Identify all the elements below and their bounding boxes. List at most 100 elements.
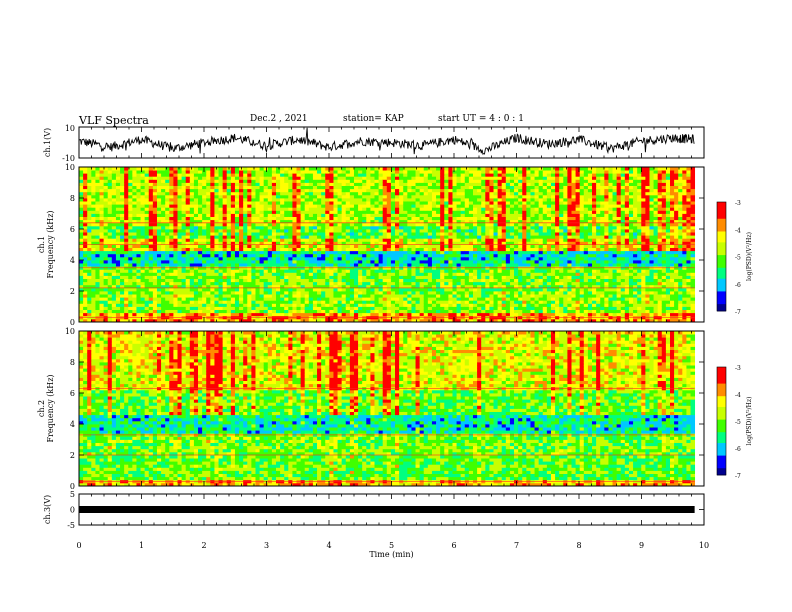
psd-cell bbox=[440, 312, 445, 317]
psd-cell bbox=[333, 312, 338, 317]
psd-cell bbox=[202, 201, 207, 205]
psd-cell bbox=[234, 210, 240, 214]
psd-cell bbox=[300, 297, 306, 301]
psd-cell bbox=[407, 167, 412, 171]
psd-cell bbox=[276, 294, 281, 298]
psd-cell bbox=[263, 235, 269, 239]
psd-cell bbox=[99, 247, 105, 252]
psd-cell bbox=[448, 278, 453, 283]
psd-cell bbox=[415, 247, 421, 252]
psd-cell bbox=[403, 167, 408, 171]
psd-cell bbox=[128, 241, 133, 245]
psd-cell bbox=[263, 238, 269, 242]
psd-cell bbox=[464, 201, 470, 205]
psd-cell bbox=[276, 191, 281, 196]
psd-cell bbox=[374, 176, 379, 180]
psd-cell bbox=[370, 256, 375, 261]
psd-cell bbox=[292, 225, 297, 230]
psd-cell bbox=[345, 297, 351, 301]
psd-cell bbox=[440, 219, 445, 224]
psd-cell bbox=[411, 185, 416, 190]
psd-cell bbox=[427, 250, 433, 255]
psd-cell bbox=[247, 229, 252, 233]
psd-cell bbox=[378, 198, 384, 202]
psd-cell bbox=[263, 241, 269, 245]
psd-cell bbox=[292, 229, 297, 233]
psd-cell bbox=[436, 247, 441, 252]
psd-cell bbox=[427, 210, 433, 214]
psd-cell bbox=[230, 235, 236, 239]
psd-cell bbox=[300, 269, 306, 273]
psd-cell bbox=[198, 222, 203, 227]
psd-cell bbox=[382, 173, 388, 177]
psd-cell bbox=[140, 284, 146, 289]
psd-cell bbox=[95, 188, 100, 193]
psd-cell bbox=[140, 312, 146, 317]
psd-cell bbox=[468, 216, 474, 221]
psd-cell bbox=[198, 188, 203, 193]
psd-cell bbox=[300, 216, 306, 221]
psd-cell bbox=[156, 207, 162, 211]
psd-cell bbox=[111, 309, 117, 314]
psd-cell bbox=[91, 281, 96, 286]
psd-cell bbox=[448, 303, 453, 307]
psd-cell bbox=[370, 272, 375, 276]
psd-cell bbox=[173, 309, 178, 314]
psd-cell bbox=[304, 247, 310, 252]
psd-cell bbox=[456, 173, 462, 177]
psd-cell bbox=[337, 250, 343, 255]
psd-cell bbox=[468, 222, 474, 227]
psd-cell bbox=[107, 253, 113, 258]
psd-cell bbox=[152, 216, 158, 221]
psd-cell bbox=[407, 225, 412, 230]
psd-cell bbox=[255, 269, 260, 273]
psd-cell bbox=[181, 182, 187, 186]
psd-cell bbox=[107, 281, 113, 286]
psd-cell bbox=[386, 201, 392, 205]
psd-cell bbox=[304, 241, 310, 245]
psd-cell bbox=[325, 235, 330, 239]
psd-cell bbox=[473, 182, 478, 186]
psd-cell bbox=[390, 198, 396, 202]
psd-cell bbox=[115, 213, 121, 217]
psd-cell bbox=[128, 198, 133, 202]
psd-cell bbox=[243, 238, 248, 242]
psd-cell bbox=[464, 250, 470, 255]
psd-cell bbox=[124, 300, 129, 304]
psd-cell bbox=[148, 191, 154, 196]
psd-cell bbox=[152, 235, 158, 239]
psd-cell bbox=[226, 256, 232, 261]
psd-cell bbox=[386, 204, 392, 208]
psd-cell bbox=[120, 312, 125, 317]
psd-cell bbox=[353, 318, 359, 323]
psd-cell bbox=[91, 185, 96, 190]
ch1-ylabel: ch.1(V) bbox=[43, 128, 52, 157]
psd-cell bbox=[161, 232, 166, 236]
psd-cell bbox=[321, 170, 326, 174]
psd-cell bbox=[378, 269, 384, 273]
psd-cell bbox=[370, 173, 375, 177]
psd-cell bbox=[329, 306, 334, 310]
psd-cell bbox=[267, 179, 273, 183]
psd-cell bbox=[304, 303, 310, 307]
psd-cell bbox=[386, 198, 392, 202]
psd-cell bbox=[185, 306, 191, 310]
psd-cell bbox=[206, 216, 211, 221]
psd-cell bbox=[353, 263, 359, 267]
psd-cell bbox=[288, 225, 293, 230]
psd-cell bbox=[83, 250, 88, 255]
psd-cell bbox=[152, 210, 158, 214]
psd-cell bbox=[427, 235, 433, 239]
psd-cell bbox=[304, 210, 310, 214]
psd-cell bbox=[120, 229, 125, 233]
psd-cell bbox=[440, 188, 445, 193]
psd-cell bbox=[198, 253, 203, 258]
psd-cell bbox=[341, 238, 347, 242]
psd-cell bbox=[99, 167, 105, 171]
psd-cell bbox=[226, 229, 232, 233]
psd-cell bbox=[345, 232, 351, 236]
psd-cell bbox=[161, 204, 166, 208]
psd-cell bbox=[230, 269, 236, 273]
psd-cell bbox=[267, 300, 273, 304]
psd-cell bbox=[83, 232, 88, 236]
